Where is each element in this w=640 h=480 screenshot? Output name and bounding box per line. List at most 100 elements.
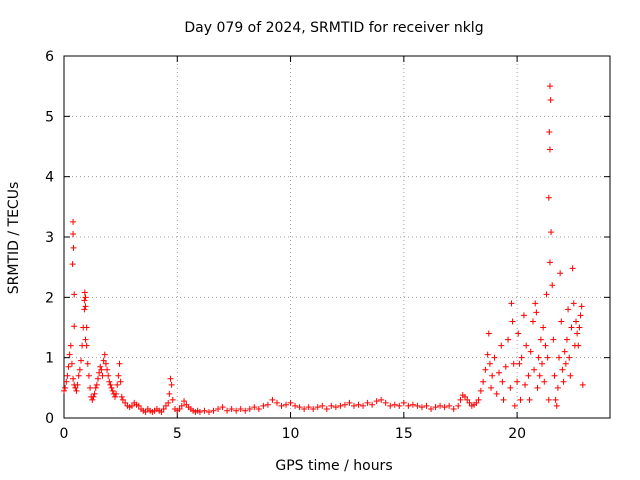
data-point (70, 244, 77, 251)
data-point (518, 354, 525, 361)
data-point (83, 342, 90, 349)
data-point (566, 354, 573, 361)
y-ticks: 0 1 2 3 4 5 6 (45, 49, 610, 427)
data-point (540, 324, 547, 331)
data-point (556, 354, 563, 361)
data-point (169, 396, 176, 403)
data-point (68, 360, 75, 367)
data-point (273, 399, 280, 406)
data-point (514, 378, 521, 385)
data-point (539, 360, 546, 367)
data-point (446, 402, 453, 409)
x-tick-label: 0 (60, 426, 69, 442)
data-point (108, 384, 115, 391)
data-point (473, 399, 480, 406)
data-point (283, 401, 290, 408)
data-point (82, 294, 89, 301)
data-point (500, 396, 507, 403)
data-point (61, 387, 67, 394)
data-point (547, 97, 554, 104)
data-point (462, 393, 469, 400)
data-point (559, 366, 566, 373)
data-point (98, 366, 105, 373)
y-tick-label: 5 (45, 109, 54, 125)
data-point (117, 378, 124, 385)
data-point (99, 372, 106, 379)
data-point (534, 384, 541, 391)
data-point (70, 230, 77, 237)
data-point (305, 404, 312, 411)
data-point (287, 399, 294, 406)
data-point (484, 351, 491, 358)
data-point (301, 405, 308, 412)
data-point (565, 306, 572, 313)
data-point (77, 357, 84, 364)
data-point (115, 372, 122, 379)
data-point (70, 218, 77, 225)
data-point (531, 366, 538, 373)
data-point (507, 384, 514, 391)
data-point (341, 401, 348, 408)
data-point (575, 342, 582, 349)
data-point (167, 375, 174, 382)
data-point (364, 399, 371, 406)
data-point (168, 381, 175, 388)
data-point (83, 324, 90, 331)
data-point (517, 396, 524, 403)
data-point (563, 336, 570, 343)
data-point (532, 300, 539, 307)
data-point (546, 259, 553, 266)
y-tick-label: 2 (45, 290, 54, 306)
data-point (480, 378, 487, 385)
data-point (219, 404, 226, 411)
data-point (142, 408, 149, 415)
data-point (233, 407, 240, 414)
data-point (432, 404, 439, 411)
data-point (102, 360, 109, 367)
data-point (166, 390, 173, 397)
data-point (437, 402, 444, 409)
data-point (485, 330, 492, 337)
data-point (567, 372, 574, 379)
y-tick-label: 1 (45, 351, 54, 367)
data-point (63, 378, 70, 385)
data-point (328, 402, 335, 409)
data-point (71, 323, 78, 330)
data-point (196, 408, 203, 415)
data-point (486, 360, 493, 367)
data-point (178, 402, 185, 409)
data-point (296, 404, 303, 411)
data-point (158, 408, 165, 415)
y-axis-label: SRMTID / TECUs (6, 182, 22, 295)
data-point (509, 318, 516, 325)
data-point (82, 336, 89, 343)
data-point (387, 402, 394, 409)
data-point (557, 270, 564, 277)
y-tick-label: 3 (45, 230, 54, 246)
x-tick-label: 5 (173, 426, 182, 442)
data-point (541, 378, 548, 385)
data-point (475, 396, 482, 403)
data-point (510, 360, 517, 367)
data-point (201, 407, 208, 414)
data-point (246, 405, 253, 412)
data-point (570, 300, 577, 307)
data-point (578, 303, 585, 310)
data-point (81, 297, 88, 304)
data-points (61, 83, 586, 415)
data-point (116, 360, 123, 367)
data-point (550, 336, 557, 343)
data-point (574, 330, 581, 337)
data-point (450, 405, 457, 412)
data-point (552, 396, 559, 403)
data-point (423, 402, 430, 409)
data-point (523, 342, 530, 349)
y-tick-label: 4 (45, 170, 54, 186)
data-point (101, 351, 108, 358)
data-point (70, 375, 77, 382)
data-point (535, 354, 542, 361)
data-point (64, 372, 71, 379)
data-point (505, 336, 512, 343)
data-point (409, 401, 416, 408)
